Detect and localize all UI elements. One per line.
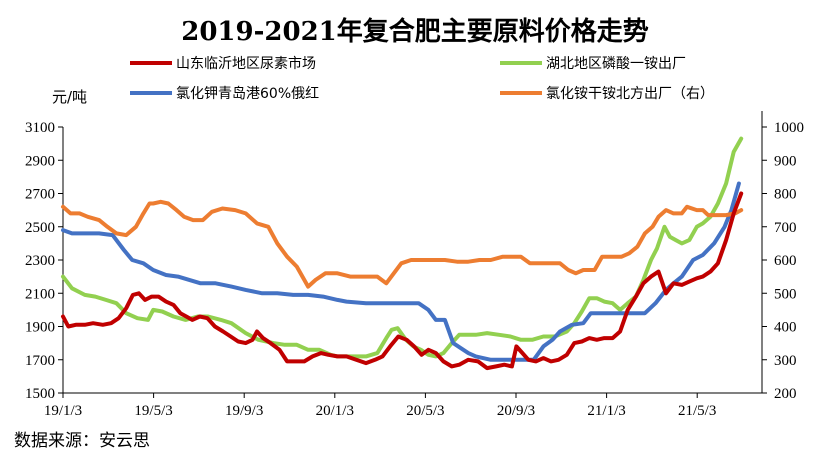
right-tick-label: 300 [774, 353, 797, 369]
right-tick-label: 800 [774, 187, 797, 203]
right-tick-label: 700 [774, 220, 797, 236]
x-tick-label: 19/9/3 [225, 403, 263, 419]
x-axis-ticks: 19/1/3 19/5/3 19/9/3 20/1/3 20/5/3 20/9/3 21/1… [44, 393, 716, 419]
chart-title: 2019-2021年复合肥主要原料价格走势 [181, 16, 649, 47]
legend-label-nh4cl: 氯化铵干铵北方出厂（右） [546, 86, 714, 102]
x-tick-label: 20/5/3 [406, 403, 444, 419]
x-tick-label: 21/5/3 [678, 403, 716, 419]
left-tick-label: 2100 [25, 286, 55, 302]
left-tick-label: 1700 [25, 353, 55, 369]
x-tick-label: 21/1/3 [587, 403, 625, 419]
left-tick-label: 1900 [25, 320, 55, 336]
right-tick-label: 1000 [774, 120, 804, 136]
left-tick-label: 3100 [25, 120, 55, 136]
right-tick-label: 500 [774, 286, 797, 302]
left-tick-label: 2300 [25, 253, 55, 269]
left-tick-label: 2900 [25, 153, 55, 169]
left-tick-label: 1500 [25, 386, 55, 402]
left-tick-label: 2700 [25, 187, 55, 203]
right-tick-label: 600 [774, 253, 797, 269]
left-tick-label: 2500 [25, 220, 55, 236]
x-tick-label: 20/1/3 [316, 403, 354, 419]
x-tick-label: 20/9/3 [497, 403, 535, 419]
right-tick-label: 200 [774, 386, 797, 402]
legend-label-map: 湖北地区磷酸一铵出厂 [546, 56, 686, 72]
legend: 山东临沂地区尿素市场 湖北地区磷酸一铵出厂 氯化钾青岛港60%俄红 氯化铵干铵北… [130, 55, 714, 102]
legend-label-urea: 山东临沂地区尿素市场 [176, 55, 316, 72]
x-tick-label: 19/1/3 [44, 403, 82, 419]
left-axis-ticks: 1500 1700 1900 2100 2300 2500 2700 2900 3100 [25, 120, 63, 402]
series-line-map [61, 136, 744, 359]
plot-area [61, 136, 744, 371]
series-line-kcl [61, 181, 741, 362]
data-source: 数据来源：安云思 [14, 431, 150, 451]
right-axis-ticks: 200 300 400 500 600 700 800 900 1000 [762, 120, 804, 402]
legend-label-kcl: 氯化钾青岛港60%俄红 [176, 86, 319, 102]
right-tick-label: 400 [774, 320, 797, 336]
series-line-nh4cl [61, 199, 744, 289]
x-tick-label: 19/5/3 [134, 403, 172, 419]
series-line-urea [61, 191, 744, 371]
right-tick-label: 900 [774, 153, 797, 169]
y-axis-unit: 元/吨 [52, 88, 87, 106]
